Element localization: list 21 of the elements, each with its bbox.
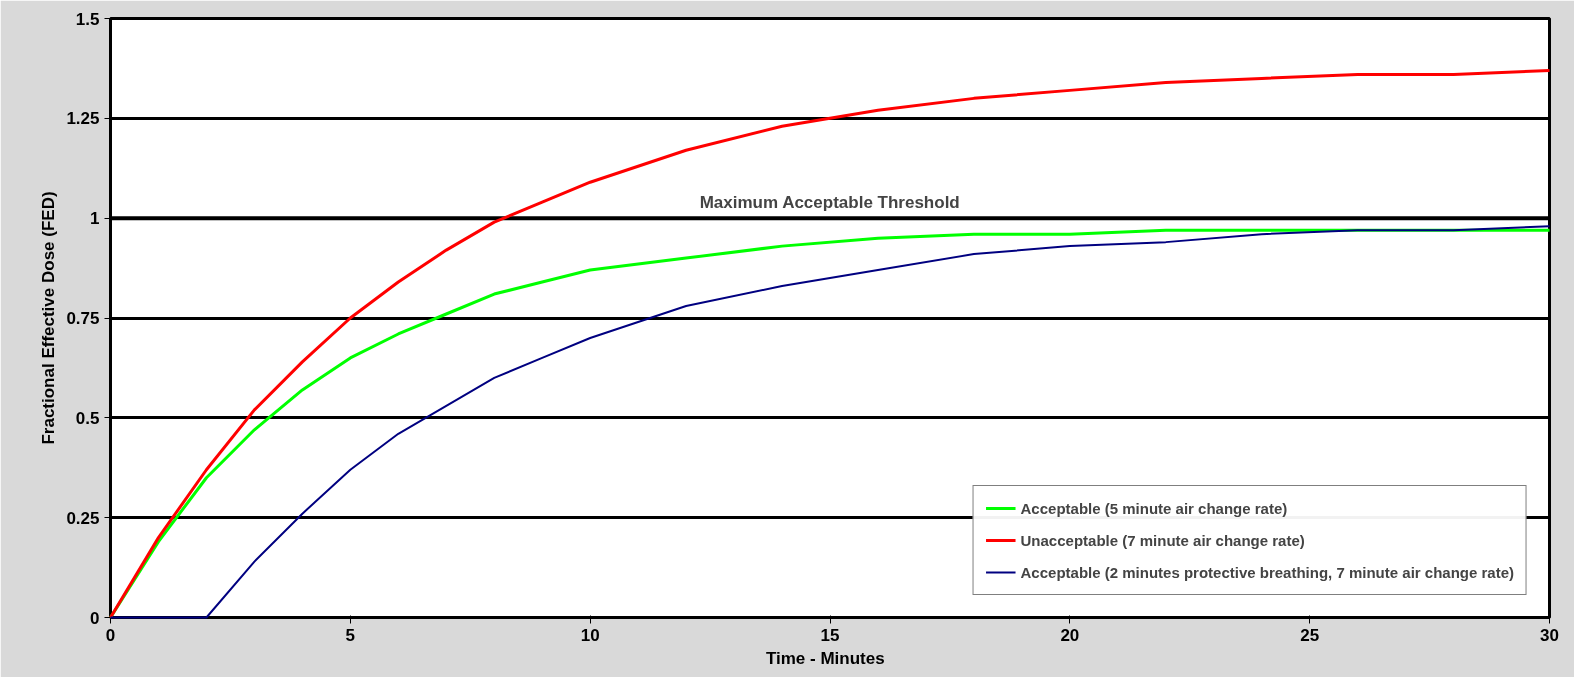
y-tick-label: 1: [90, 209, 100, 229]
x-tick-label: 0: [105, 625, 116, 645]
legend-label: Acceptable (5 minute air change rate): [1020, 499, 1288, 517]
legend-label: Unacceptable (7 minute air change rate): [1020, 531, 1305, 549]
x-tick-label: 10: [580, 625, 600, 645]
x-axis-title: Time - Minutes: [765, 648, 885, 668]
x-tick-label: 5: [345, 625, 356, 645]
y-axis-title: Fractional Effective Dose (FED): [39, 191, 59, 445]
y-tick-label: 0.75: [66, 309, 100, 328]
line-series: [109, 68, 1551, 619]
ref-line-label: Maximum Acceptable Threshold: [699, 193, 960, 213]
legend-label: Acceptable (2 minutes protective breathing, 7 minute air change rate): [1020, 563, 1514, 581]
y-tick-label: 0.5: [75, 408, 100, 428]
y-tick-label: 1.25: [66, 109, 100, 129]
x-tick-label: 30: [1540, 625, 1559, 645]
x-tick-label: 25: [1300, 625, 1320, 645]
y-tick-label: 0: [90, 608, 100, 628]
y-tick-label: 0.25: [66, 508, 100, 528]
x-tick-label: 20: [1060, 625, 1080, 645]
x-tick-label: 15: [820, 625, 840, 645]
y-tick-label: 1.5: [75, 9, 100, 29]
